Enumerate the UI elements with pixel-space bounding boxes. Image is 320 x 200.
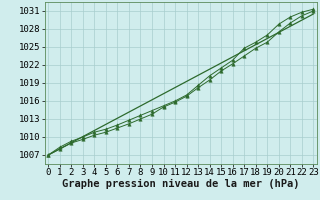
X-axis label: Graphe pression niveau de la mer (hPa): Graphe pression niveau de la mer (hPa)	[62, 179, 300, 189]
